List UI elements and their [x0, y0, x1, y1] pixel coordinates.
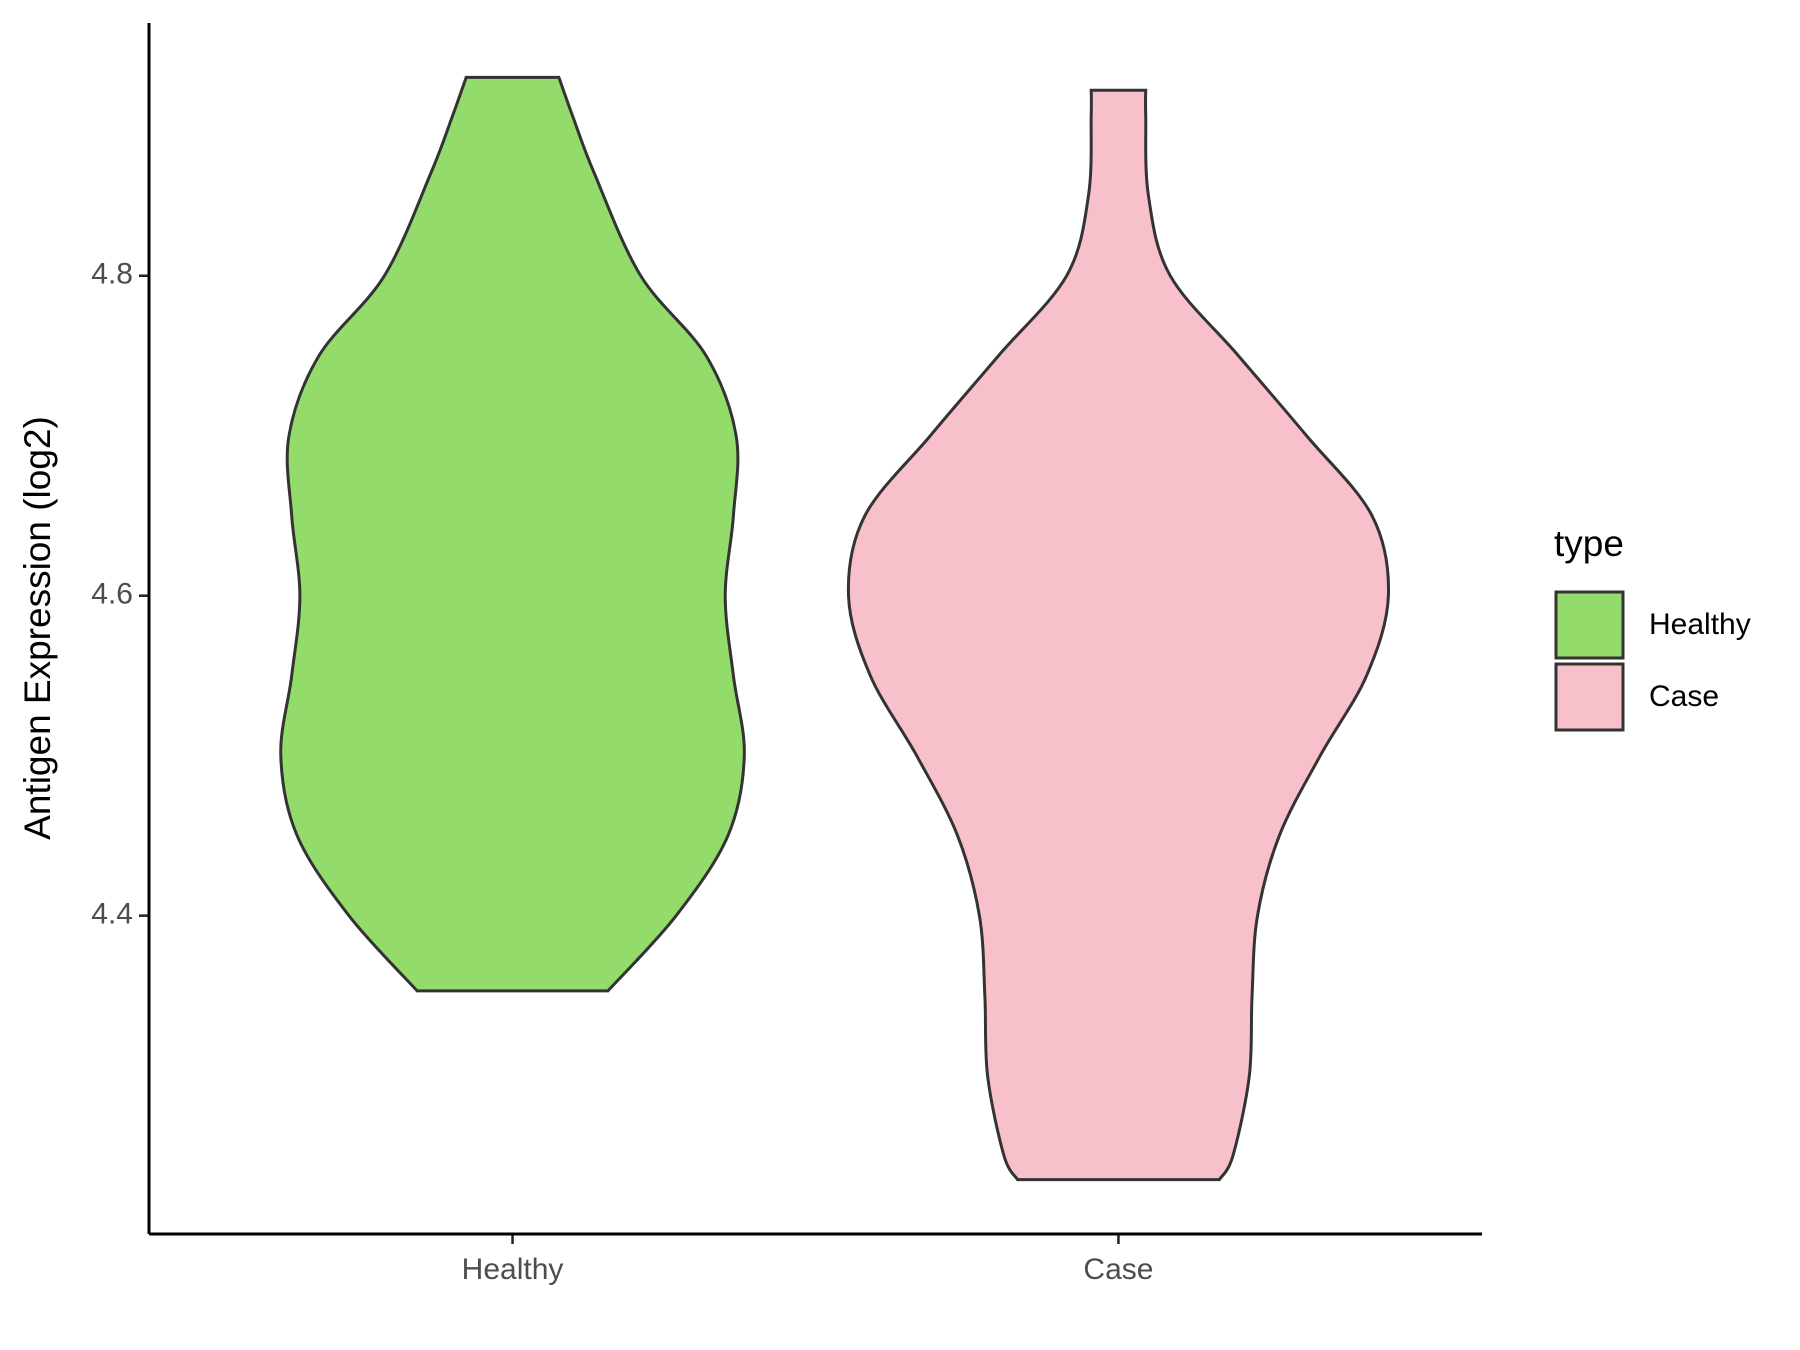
legend-title: type [1554, 523, 1624, 564]
x-tick-label: Case [1083, 1253, 1153, 1286]
violin [846, 88, 1391, 1182]
x-tick-label: Healthy [462, 1253, 564, 1286]
legend-label: Healthy [1649, 608, 1751, 641]
legend-key [1554, 662, 1625, 732]
y-tick-label: 4.6 [91, 578, 133, 611]
violin [279, 75, 746, 993]
y-tick-label: 4.8 [91, 258, 133, 291]
y-tick-label: 4.4 [91, 898, 133, 931]
y-axis-title: Antigen Expression (log2) [17, 416, 58, 840]
legend-label: Case [1649, 680, 1719, 713]
legend-key [1554, 590, 1625, 660]
